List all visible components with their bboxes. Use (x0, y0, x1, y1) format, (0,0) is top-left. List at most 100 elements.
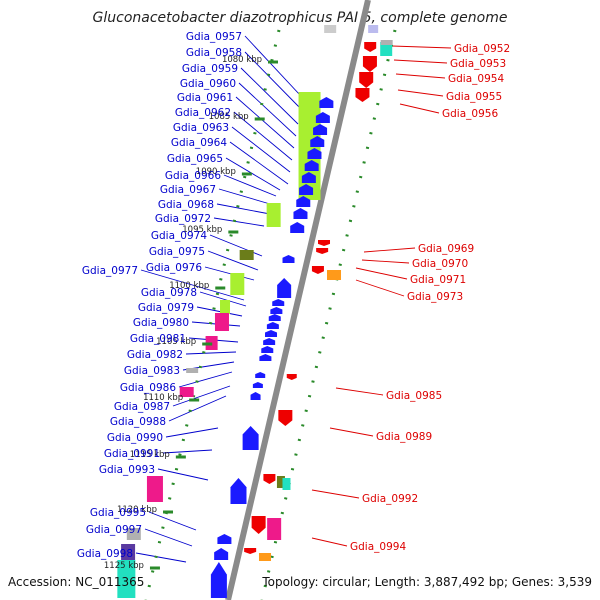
gene-leader-line (135, 552, 187, 563)
forward-gene-arrow (301, 172, 316, 183)
gene-leader-line (311, 489, 360, 499)
gene-label-gdia-0961: Gdia_0961 (177, 92, 233, 104)
gene-leader-line (165, 427, 219, 438)
gene-label-gdia-0975: Gdia_0975 (149, 246, 205, 258)
gene-label-gdia-0969: Gdia_0969 (418, 243, 474, 255)
reverse-gene-arrow (278, 410, 293, 426)
reverse-gene-arrow (318, 240, 331, 246)
olive-gene-block (276, 476, 285, 488)
gene-leader-line (393, 59, 448, 64)
forward-gene-arrow (210, 562, 227, 598)
gene-leader-line (218, 188, 271, 205)
forward-gene-arrow (250, 392, 261, 400)
gene-leader-line (207, 250, 259, 271)
kbp-scale: 1080 kbp 1085 kbp 1090 kbp 1095 kbp 1100 kbp… (104, 55, 279, 571)
gene-label-gdia-0991: Gdia_0991 (104, 448, 160, 460)
forward-gene-arrow (270, 307, 283, 314)
gene-leader-line (363, 247, 416, 253)
gray-gene-block (380, 40, 393, 45)
gene-leader-line (391, 45, 452, 49)
gene-leader-line (235, 96, 295, 149)
gene-label-gdia-0979: Gdia_0979 (138, 302, 194, 314)
forward-gene-arrow (313, 124, 328, 135)
gene-label-gdia-0985: Gdia_0985 (386, 390, 442, 402)
gray-gene-block (126, 528, 141, 540)
gene-label-gdia-0968: Gdia_0968 (158, 199, 214, 211)
gene-leader-line (199, 291, 247, 307)
cyan-gene-block (282, 478, 291, 490)
gene-leader-line (233, 111, 293, 161)
gene-leader-line (185, 351, 237, 355)
kbp-label: 1085 kbp (209, 112, 249, 122)
gene-leader-line (361, 259, 410, 264)
forward-gene-arrow (252, 382, 263, 388)
reverse-gene-arrow (355, 88, 370, 102)
gene-label-gdia-0962: Gdia_0962 (175, 107, 231, 119)
cyan-gene-block (117, 560, 136, 598)
leader-lines (135, 35, 452, 563)
gene-leader-line (162, 449, 213, 454)
gene-label-gdia-0986: Gdia_0986 (120, 382, 176, 394)
gene-label-gdia-0952: Gdia_0952 (454, 43, 510, 55)
gene-label-gdia-0980: Gdia_0980 (133, 317, 189, 329)
genome-summary-text: Topology: circular; Length: 3,887,492 bp… (262, 575, 592, 589)
gene-leader-line (329, 427, 374, 437)
gene-label-gdia-0987: Gdia_0987 (114, 401, 170, 413)
gene-leader-line (216, 203, 271, 215)
gene-label-gdia-0988: Gdia_0988 (110, 416, 166, 428)
accession-text: Accession: NC_011365 (8, 575, 145, 589)
reverse-gene-arrow (244, 548, 257, 554)
forward-gene-arrow (293, 208, 308, 219)
forward-gene-arrow (299, 184, 314, 195)
gene-leader-line (395, 73, 446, 79)
forward-gene-arrow (255, 372, 266, 378)
gene-leader-line (140, 269, 245, 301)
forward-gene-arrow (261, 346, 274, 353)
gene-leader-line (168, 395, 227, 422)
forward-gene-arrow (230, 478, 247, 504)
forward-gene-arrow (272, 299, 285, 306)
reverse-gene-arrow (251, 516, 266, 534)
gene-leader-line (229, 141, 289, 185)
gene-label-gdia-0995: Gdia_0995 (90, 507, 146, 519)
gene-label-gdia-0972: Gdia_0972 (155, 213, 211, 225)
forward-gene-arrow (217, 534, 232, 544)
magenta-gene-block (214, 313, 229, 331)
forward-gene-arrow (265, 330, 278, 337)
map-title: Gluconacetobacter diazotrophicus PAI 5, … (92, 10, 508, 26)
gene-leader-line (240, 67, 299, 125)
forward-gene-arrow (296, 196, 311, 207)
gene-leader-line (223, 174, 277, 197)
gene-leader-line (355, 267, 408, 280)
gene-leader-line (213, 217, 265, 227)
forward-gene-arrow (315, 112, 330, 123)
olive-gene-block (239, 250, 254, 260)
genome-backbone (225, 0, 371, 600)
gene-block (368, 25, 379, 33)
forward-gene-arrow (304, 160, 319, 171)
forward-gene-arrow (310, 136, 325, 147)
gene-label-gdia-0964: Gdia_0964 (171, 137, 227, 149)
gene-label-gdia-0994: Gdia_0994 (350, 541, 406, 553)
orange-gene-block (327, 270, 342, 280)
gene-leader-line (209, 234, 263, 257)
gene-label-gdia-0981: Gdia_0981 (130, 333, 186, 345)
gene-label-gdia-0978: Gdia_0978 (141, 287, 197, 299)
reverse-gene-arrow (359, 72, 374, 88)
gene-leader-line (238, 82, 297, 137)
gene-leader-line (225, 157, 281, 191)
forward-gene-arrow (242, 426, 259, 450)
gene-leader-line (231, 126, 291, 173)
gene-leader-line (355, 279, 405, 297)
forward-gene-arrow (282, 255, 295, 263)
gene-label-gdia-0966: Gdia_0966 (165, 170, 221, 182)
gene-labels: Gdia_0957 Gdia_0958 Gdia_0959 Gdia_0960 Gdia… (77, 31, 510, 560)
lime-gene-block (266, 203, 281, 227)
gene-label-gdia-0954: Gdia_0954 (448, 73, 504, 85)
gene-label-gdia-0970: Gdia_0970 (412, 258, 468, 270)
forward-gene-arrow (268, 314, 281, 321)
gene-label-gdia-0959: Gdia_0959 (182, 63, 238, 75)
gene-label-gdia-0974: Gdia_0974 (151, 230, 207, 242)
gene-label-gdia-0971: Gdia_0971 (410, 274, 466, 286)
lime-gene-block (230, 273, 245, 295)
